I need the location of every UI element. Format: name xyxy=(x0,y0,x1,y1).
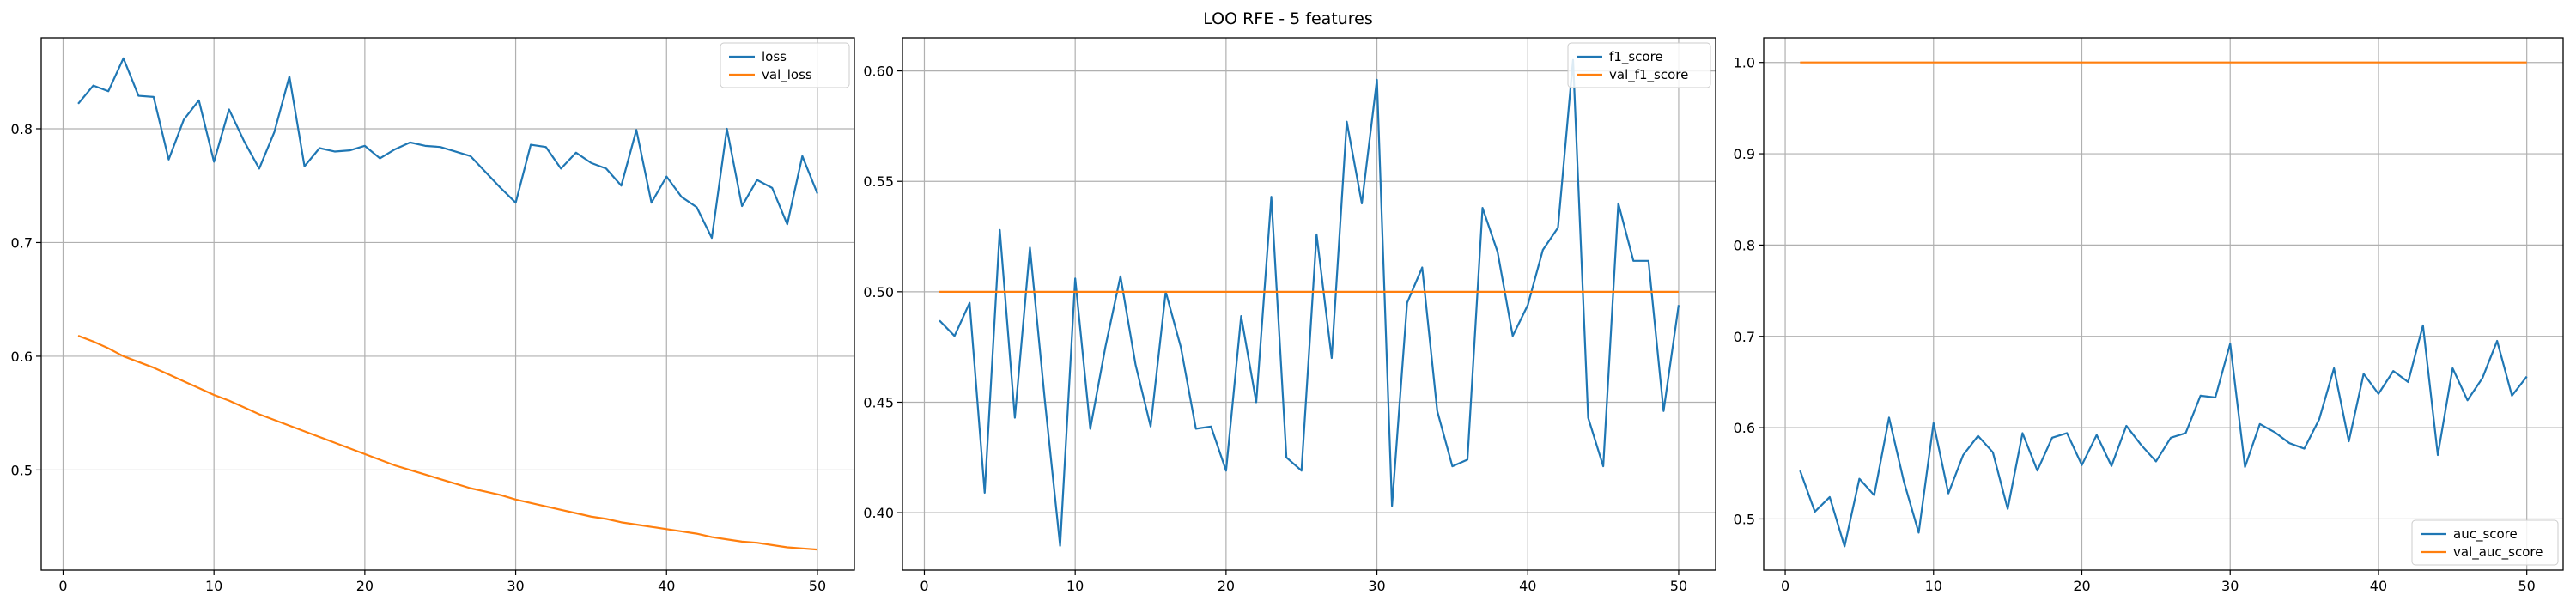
y-tick-label: 0.8 xyxy=(11,121,33,137)
x-tick-label: 50 xyxy=(2518,578,2536,594)
x-tick-label: 10 xyxy=(205,578,222,594)
y-tick-label: 0.9 xyxy=(1734,146,1755,162)
y-tick-label: 0.8 xyxy=(1734,237,1755,253)
legend-label-auc_score: auc_score xyxy=(2453,526,2518,543)
y-tick-label: 0.5 xyxy=(11,462,33,478)
axes-frame xyxy=(902,37,1716,571)
x-tick-label: 30 xyxy=(2221,578,2239,594)
y-tick-label: 0.6 xyxy=(1734,420,1755,436)
x-tick-label: 50 xyxy=(809,578,826,594)
legend-box xyxy=(720,42,850,88)
chart-panel-3: 0 10 20 30 40 50 0.5 0.6 0.7 0.8 0.9 1.0 auc_scoreva… xyxy=(1734,37,2564,594)
legend-label-val_auc_score: val_auc_score xyxy=(2453,544,2543,561)
y-tick-label: 0.60 xyxy=(863,64,894,80)
y-tick-label: 0.50 xyxy=(863,284,894,300)
legend-label-val_f1_score: val_f1_score xyxy=(1609,67,1688,83)
series-line-auc_score xyxy=(1799,324,2528,548)
x-tick-label: 0 xyxy=(58,578,67,594)
figure-title: LOO RFE - 5 features xyxy=(1203,9,1373,28)
series-line-val_loss xyxy=(77,335,818,551)
x-tick-label: 20 xyxy=(1218,578,1235,594)
axes-frame xyxy=(1763,37,2564,571)
x-tick-label: 10 xyxy=(1066,578,1084,594)
x-tick-label: 30 xyxy=(507,578,524,594)
y-tick-label: 0.40 xyxy=(863,505,894,521)
y-tick-label: 0.5 xyxy=(1734,511,1755,527)
charts: 0 10 20 30 40 50 0.5 0.6 0.7 0.8 loss val_loss 0 10 20… xyxy=(11,37,2564,594)
x-tick-label: 40 xyxy=(1519,578,1536,594)
x-tick-label: 10 xyxy=(1925,578,1942,594)
legend: loss val_loss xyxy=(720,42,850,88)
series-line-f1_score xyxy=(939,58,1680,547)
series-line-loss xyxy=(77,57,818,240)
y-tick-label: 0.7 xyxy=(1734,329,1755,345)
y-tick-label: 1.0 xyxy=(1734,55,1755,71)
y-tick-label: 0.45 xyxy=(863,394,894,410)
legend: f1_score val_f1_score xyxy=(1567,42,1711,88)
x-tick-label: 0 xyxy=(920,578,928,594)
y-tick-label: 0.55 xyxy=(863,173,894,190)
y-tick-label: 0.7 xyxy=(11,234,33,251)
x-tick-label: 40 xyxy=(658,578,675,594)
chart-panel-2: 0 10 20 30 40 50 0.40 0.45 0.50 0.55 0.60 f1_scorev… xyxy=(863,37,1716,594)
legend-label-f1_score: f1_score xyxy=(1609,49,1663,65)
legend-box xyxy=(1567,42,1711,88)
axes-frame xyxy=(40,37,855,571)
x-tick-label: 50 xyxy=(1670,578,1687,594)
legend-label-val_loss: val_loss xyxy=(762,67,812,83)
chart-panel-1: 0 10 20 30 40 50 0.5 0.6 0.7 0.8 loss val_loss xyxy=(11,37,855,594)
x-tick-label: 20 xyxy=(356,578,374,594)
x-tick-label: 30 xyxy=(1368,578,1385,594)
x-tick-label: 20 xyxy=(2073,578,2090,594)
y-tick-label: 0.6 xyxy=(11,349,33,365)
x-tick-label: 0 xyxy=(1781,578,1789,594)
legend-box xyxy=(2411,519,2559,566)
x-tick-label: 40 xyxy=(2370,578,2387,594)
legend-label-loss: loss xyxy=(762,49,787,64)
